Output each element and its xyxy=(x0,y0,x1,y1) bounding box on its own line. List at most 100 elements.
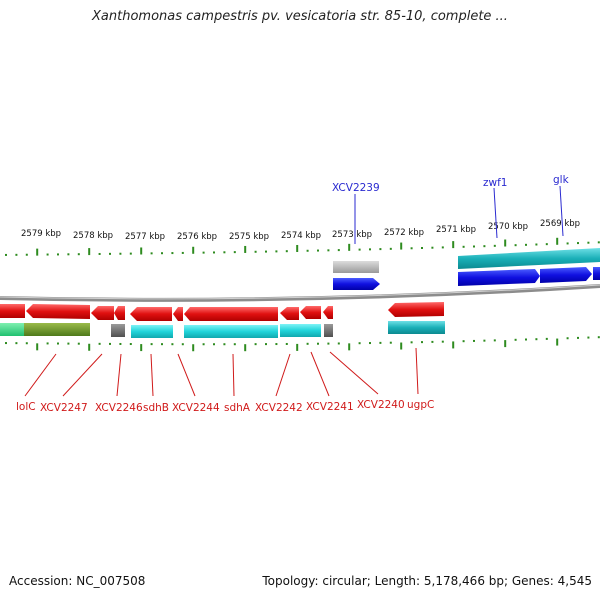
major-tick xyxy=(192,344,195,352)
minor-tick xyxy=(483,339,486,342)
minor-tick xyxy=(150,252,153,255)
minor-tick xyxy=(171,343,174,346)
minor-tick xyxy=(223,343,226,346)
gene-label-xcv2247[interactable]: XCV2247 xyxy=(40,402,88,414)
minor-tick xyxy=(431,340,434,343)
minor-tick xyxy=(98,342,101,345)
leader-line xyxy=(329,351,379,395)
gene-arrow-xcv2244[interactable] xyxy=(173,307,183,321)
major-tick xyxy=(88,343,91,351)
accession-label: Accession: NC_007508 xyxy=(9,574,146,588)
scale-labels: 2579 kbp 2578 kbp 2577 kbp 2576 kbp 2575… xyxy=(21,219,580,242)
major-tick xyxy=(556,237,559,245)
cds-block-xcv2242[interactable] xyxy=(280,324,321,337)
minor-tick xyxy=(275,343,278,346)
cds-block-xcv2240[interactable] xyxy=(324,324,333,337)
minor-tick xyxy=(421,246,423,249)
minor-tick xyxy=(150,343,153,346)
minor-tick xyxy=(129,252,132,255)
cds-block-ugpc[interactable] xyxy=(388,321,445,334)
gene-arrow-xcv2239[interactable] xyxy=(333,278,380,290)
minor-tick xyxy=(410,341,413,344)
gene-arrow-xcv2242[interactable] xyxy=(280,307,299,320)
minor-tick xyxy=(535,243,538,246)
leader-line xyxy=(310,351,330,397)
minor-tick xyxy=(5,253,7,256)
minor-tick xyxy=(285,250,288,253)
gene-arrow-sdhb[interactable] xyxy=(130,307,172,321)
forward-strand-features xyxy=(333,248,600,290)
gene-label-xcv2240[interactable]: XCV2240 xyxy=(357,399,405,411)
minor-tick xyxy=(410,247,413,250)
gene-arrow-lolc[interactable] xyxy=(0,304,25,318)
minor-tick xyxy=(161,343,163,346)
cds-block-sdhb[interactable] xyxy=(131,325,173,338)
gene-label-xcv2244[interactable]: XCV2244 xyxy=(172,402,220,414)
minor-tick xyxy=(379,248,382,251)
scale-label: 2579 kbp xyxy=(21,229,61,239)
gene-label-xcv2239[interactable]: XCV2239 xyxy=(332,182,380,194)
gene-arrow-zwf1[interactable] xyxy=(458,269,540,286)
minor-tick xyxy=(5,342,7,345)
minor-tick xyxy=(46,253,49,256)
major-tick xyxy=(140,247,143,255)
minor-tick xyxy=(306,342,309,345)
minor-tick xyxy=(98,252,101,255)
minor-tick xyxy=(15,342,18,345)
gene-arrow-xcv2241[interactable] xyxy=(300,306,321,319)
minor-tick xyxy=(577,336,579,339)
scale-label: 2575 kbp xyxy=(229,232,269,242)
minor-tick xyxy=(265,343,267,346)
cds-block-lolc[interactable] xyxy=(0,323,24,336)
genome-backbone xyxy=(0,284,600,302)
gene-label-xcv2242[interactable]: XCV2242 xyxy=(255,402,303,414)
gene-label-lolc[interactable]: lolC xyxy=(16,401,36,413)
gene-arrow-xcv2247[interactable] xyxy=(26,304,90,319)
minor-tick xyxy=(67,342,70,345)
minor-tick xyxy=(566,242,569,245)
gene-arrow-sdha[interactable] xyxy=(184,307,278,321)
map-title: Xanthomonas campestris pv. vesicatoria s… xyxy=(92,9,508,24)
gene-label-sdha[interactable]: sdhA xyxy=(224,402,251,414)
minor-tick xyxy=(462,340,465,343)
leader-line xyxy=(493,187,498,239)
major-tick xyxy=(504,239,507,247)
gene-arrow-ugpc[interactable] xyxy=(388,302,444,317)
scale-label: 2574 kbp xyxy=(281,231,321,241)
minor-tick xyxy=(317,249,319,252)
minor-tick xyxy=(223,251,226,254)
minor-tick xyxy=(109,252,111,255)
gene-label-ugpc[interactable]: ugpC xyxy=(407,399,434,411)
minor-tick xyxy=(181,251,184,254)
gene-arrow-glk[interactable] xyxy=(540,267,592,283)
gene-arrow-next[interactable] xyxy=(593,267,600,280)
minor-tick xyxy=(233,343,236,346)
minor-tick xyxy=(389,341,392,344)
minor-tick xyxy=(67,253,70,256)
cds-block-xcv2247[interactable] xyxy=(24,323,90,336)
gene-label-xcv2241[interactable]: XCV2241 xyxy=(306,401,354,413)
cds-block-xcv2246[interactable] xyxy=(111,324,125,337)
minor-tick xyxy=(577,242,579,245)
gene-arrow-xcv2240[interactable] xyxy=(323,306,333,319)
minor-tick xyxy=(285,342,288,345)
major-tick xyxy=(88,248,91,256)
cds-arrow-zwf1-glk[interactable] xyxy=(458,248,600,269)
gene-arrow-xcv2246b[interactable] xyxy=(114,306,125,320)
minor-tick xyxy=(462,245,465,248)
scale-label: 2569 kbp xyxy=(540,219,580,229)
cds-block-sdha[interactable] xyxy=(184,325,278,338)
minor-tick xyxy=(202,251,205,254)
major-tick xyxy=(452,341,455,349)
gene-label-glk[interactable]: glk xyxy=(553,174,570,186)
gene-arrow-xcv2246[interactable] xyxy=(91,306,114,320)
rna-feature-xcv2239[interactable] xyxy=(333,261,379,273)
gene-label-xcv2246[interactable]: XCV2246 xyxy=(95,402,143,414)
minor-tick xyxy=(25,342,28,345)
minor-tick xyxy=(493,244,496,247)
scale-label: 2572 kbp xyxy=(384,228,424,238)
minor-tick xyxy=(202,343,205,346)
gene-label-zwf1[interactable]: zwf1 xyxy=(483,177,507,189)
gene-label-sdhb[interactable]: sdhB xyxy=(143,402,169,414)
